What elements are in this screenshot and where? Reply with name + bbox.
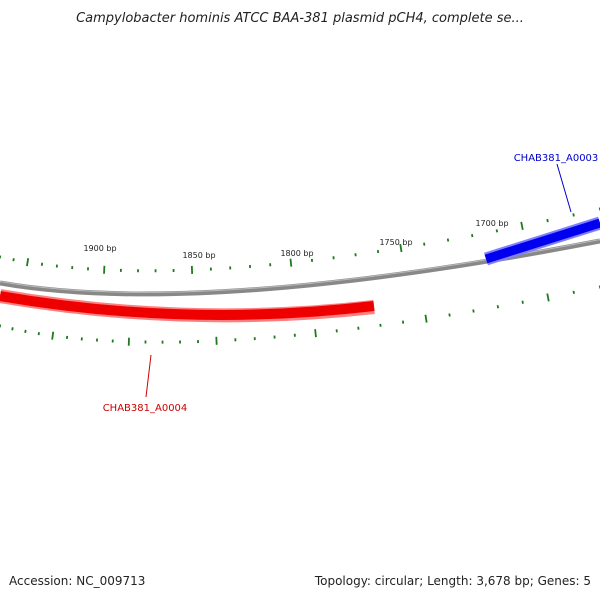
gene-chab381-a0003[interactable] xyxy=(484,216,600,266)
accession-text: Accession: NC_009713 xyxy=(9,574,146,588)
minor-tick xyxy=(471,233,474,238)
gene-chab381-a0004[interactable] xyxy=(0,289,375,323)
major-tick xyxy=(26,258,30,267)
gene-label-leader xyxy=(556,163,572,213)
gene-arrow-forward xyxy=(484,218,600,264)
outer-tick-track xyxy=(0,207,600,274)
minor-tick xyxy=(472,309,475,313)
minor-tick xyxy=(572,290,575,294)
major-tick xyxy=(289,258,293,267)
tick-label-1750: 1750 bp xyxy=(379,238,412,247)
major-tick xyxy=(399,243,403,253)
tick-label-1800: 1800 bp xyxy=(280,249,313,258)
minor-tick xyxy=(521,300,524,304)
tick-label-1900: 1900 bp xyxy=(83,244,116,253)
minor-tick xyxy=(546,218,549,223)
minor-tick xyxy=(12,258,15,262)
gene-arrow-reverse xyxy=(0,291,375,320)
gene-label-leader xyxy=(145,354,152,398)
major-tick xyxy=(314,329,317,338)
map-title: Campylobacter hominis ATCC BAA-381 plasm… xyxy=(76,11,524,26)
major-tick xyxy=(424,314,428,323)
minor-tick xyxy=(24,329,27,334)
major-tick xyxy=(546,293,550,302)
minor-tick xyxy=(423,242,426,246)
minor-tick xyxy=(11,327,14,331)
tick-label-1700: 1700 bp xyxy=(475,219,508,228)
minor-tick xyxy=(495,229,499,233)
major-tick xyxy=(51,331,55,340)
inner-tick-track xyxy=(0,285,600,346)
major-tick xyxy=(520,221,524,230)
tick-label-1850: 1850 bp xyxy=(182,251,215,260)
minor-tick xyxy=(572,213,575,217)
summary-text: Topology: circular; Length: 3,678 bp; Ge… xyxy=(314,574,591,588)
gene-label-chab381-a0003[interactable]: CHAB381_A0003 xyxy=(514,153,599,164)
gene-label-chab381-a0004[interactable]: CHAB381_A0004 xyxy=(103,403,188,414)
minor-tick xyxy=(446,238,450,242)
minor-tick xyxy=(496,305,500,309)
